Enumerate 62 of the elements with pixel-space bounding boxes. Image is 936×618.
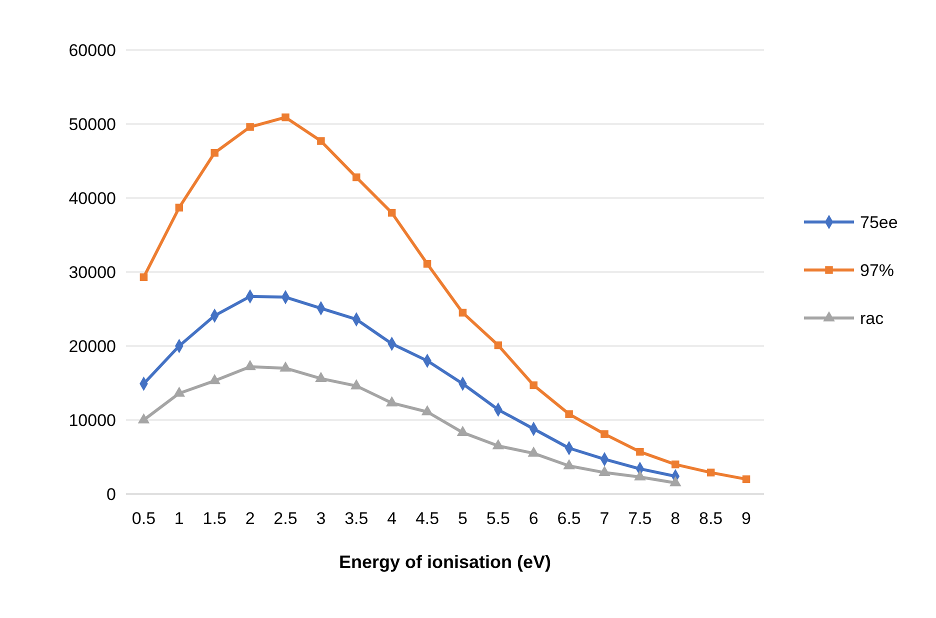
x-axis-title: Energy of ionisation (eV) (338, 552, 552, 572)
point (672, 460, 680, 468)
point (208, 374, 220, 384)
point (670, 476, 682, 486)
point (494, 341, 502, 350)
point (636, 448, 644, 456)
x-tick-label: 2.5 (274, 509, 298, 528)
point (742, 475, 750, 484)
legend-label: 97% (860, 260, 894, 280)
x-tick-label: 2 (245, 509, 255, 528)
y-tick-label: 30000 (68, 262, 116, 282)
x-tick-label: 0.5 (132, 509, 156, 528)
point (634, 470, 646, 480)
x-tick-label: 4 (387, 509, 397, 528)
x-tick-label: 1.5 (202, 509, 226, 528)
legend-label: 75ee (860, 212, 898, 232)
x-tick-label: 7.5 (628, 509, 652, 528)
x-tick-label: 6.5 (557, 509, 581, 528)
y-tick-label: 0 (106, 484, 116, 504)
point (563, 459, 575, 470)
y-tick-label: 10000 (68, 410, 116, 430)
point (598, 466, 610, 476)
point (456, 426, 469, 436)
x-tick-label: 5.5 (486, 509, 510, 528)
point (175, 204, 184, 212)
x-tick-label: 8.5 (699, 509, 723, 528)
point (421, 405, 434, 416)
x-tick-label: 4.5 (415, 509, 440, 528)
point (528, 446, 540, 457)
x-tick-label: 8 (670, 509, 680, 528)
legend-label: rac (860, 308, 884, 328)
x-tick-label: 1 (174, 509, 184, 528)
x-tick-label: 3 (316, 509, 326, 528)
point (246, 123, 254, 131)
point (386, 396, 398, 406)
point (173, 386, 186, 397)
point (388, 208, 396, 217)
x-tick-label: 3.5 (344, 509, 368, 528)
point (315, 372, 327, 382)
x-tick-label: 6 (528, 509, 538, 528)
point (210, 148, 218, 157)
point (565, 410, 573, 418)
y-tick-label: 60000 (68, 40, 116, 60)
point (280, 361, 292, 372)
point (352, 173, 360, 182)
point (423, 260, 432, 268)
y-tick-label: 20000 (68, 336, 116, 356)
x-tick-label: 9 (742, 509, 752, 528)
point (138, 413, 150, 424)
point (244, 360, 256, 370)
point (140, 273, 148, 282)
y-tick-label: 50000 (68, 114, 116, 134)
x-tick-label: 5 (458, 509, 468, 528)
y-tick-label: 40000 (68, 188, 116, 208)
point (600, 430, 608, 438)
point (530, 381, 538, 390)
point (317, 137, 325, 145)
x-tick-label: 7 (600, 509, 610, 528)
point (492, 439, 504, 450)
point (706, 468, 715, 476)
point (458, 308, 467, 317)
point (282, 113, 290, 122)
